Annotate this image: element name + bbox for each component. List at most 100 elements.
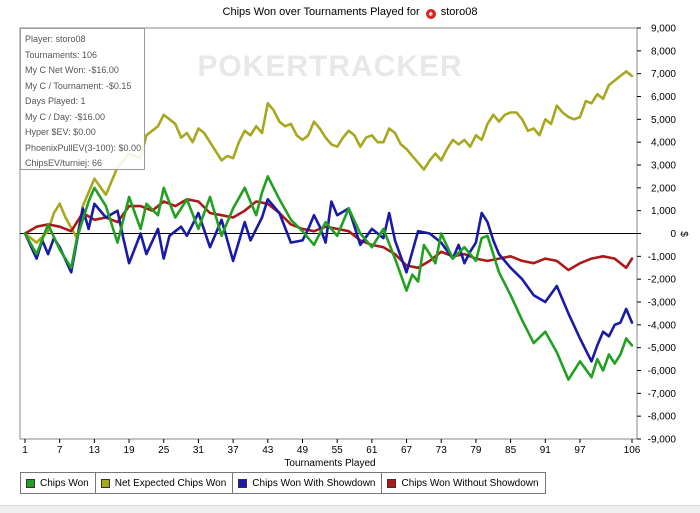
data-point bbox=[544, 301, 546, 303]
data-point bbox=[481, 212, 483, 214]
data-point bbox=[533, 262, 535, 264]
data-point bbox=[197, 200, 199, 203]
y-tick-label: 5,000 bbox=[651, 115, 676, 126]
data-point bbox=[290, 223, 292, 225]
data-point bbox=[140, 228, 142, 230]
data-point bbox=[209, 212, 211, 214]
data-point bbox=[221, 219, 223, 221]
data-point bbox=[261, 216, 263, 219]
data-point bbox=[278, 212, 280, 214]
data-point bbox=[411, 274, 413, 276]
data-point bbox=[602, 98, 604, 100]
data-point bbox=[267, 198, 269, 200]
data-point bbox=[88, 200, 90, 203]
data-point bbox=[359, 244, 361, 246]
legend-swatch bbox=[100, 478, 110, 488]
data-point bbox=[475, 242, 477, 244]
data-point bbox=[336, 235, 338, 237]
y-tick-label: -2,000 bbox=[648, 275, 677, 286]
data-point bbox=[47, 230, 49, 232]
data-point bbox=[128, 205, 130, 207]
data-point bbox=[469, 146, 471, 148]
data-point bbox=[579, 262, 581, 264]
data-point bbox=[510, 267, 512, 269]
data-point bbox=[429, 232, 431, 235]
data-point bbox=[423, 169, 425, 171]
data-point bbox=[255, 214, 257, 216]
y-tick-label: -4,000 bbox=[648, 320, 677, 331]
y-tick-label: 7,000 bbox=[651, 69, 676, 80]
data-point bbox=[590, 376, 593, 378]
data-point bbox=[36, 242, 38, 244]
data-point bbox=[261, 191, 263, 193]
data-point bbox=[93, 187, 95, 189]
data-point bbox=[180, 226, 182, 228]
y-axis-label: $ bbox=[678, 231, 689, 237]
legend-item-with-showdown[interactable]: Chips Won With Showdown bbox=[232, 473, 381, 493]
data-point bbox=[238, 141, 240, 143]
data-point bbox=[105, 216, 107, 219]
data-point bbox=[567, 269, 570, 271]
data-point bbox=[417, 162, 419, 164]
data-point bbox=[36, 258, 38, 260]
data-point bbox=[76, 237, 78, 239]
data-point bbox=[440, 242, 442, 244]
data-point bbox=[180, 137, 182, 139]
legend-item-chips-won[interactable]: Chips Won bbox=[21, 473, 95, 493]
series-line bbox=[23, 198, 634, 363]
data-point bbox=[596, 344, 598, 346]
data-point bbox=[163, 200, 165, 203]
data-point bbox=[486, 260, 489, 262]
data-point bbox=[590, 258, 593, 260]
data-point bbox=[290, 219, 292, 221]
data-point bbox=[313, 214, 315, 216]
player-name: storo08 bbox=[440, 6, 478, 18]
data-point bbox=[93, 203, 95, 205]
data-point bbox=[394, 239, 396, 241]
data-point bbox=[336, 146, 338, 148]
y-tick-label: -8,000 bbox=[648, 412, 677, 423]
data-point bbox=[325, 226, 327, 228]
data-point bbox=[116, 242, 119, 244]
data-point bbox=[498, 258, 500, 260]
data-point bbox=[394, 132, 396, 134]
data-point bbox=[521, 278, 523, 280]
data-point bbox=[82, 205, 84, 207]
x-tick-label: 97 bbox=[574, 445, 586, 456]
data-point bbox=[70, 271, 72, 273]
data-point bbox=[596, 358, 598, 360]
legend-label: Chips Won Without Showdown bbox=[401, 477, 539, 489]
data-point bbox=[510, 255, 512, 257]
data-point bbox=[429, 260, 431, 262]
data-point bbox=[498, 121, 500, 123]
data-point bbox=[313, 121, 315, 123]
data-point bbox=[538, 134, 541, 136]
data-point bbox=[168, 235, 171, 237]
data-point bbox=[301, 239, 304, 241]
data-point bbox=[325, 137, 327, 139]
data-point bbox=[585, 100, 587, 102]
data-point bbox=[82, 207, 84, 209]
legend-label: Chips Won With Showdown bbox=[252, 477, 376, 489]
data-point bbox=[359, 146, 361, 148]
x-tick-label: 49 bbox=[297, 445, 309, 456]
data-point bbox=[515, 111, 518, 114]
data-point bbox=[128, 196, 130, 198]
x-tick-label: 67 bbox=[401, 445, 413, 456]
data-point bbox=[197, 212, 199, 214]
legend-item-without-showdown[interactable]: Chips Won Without Showdown bbox=[381, 473, 544, 493]
y-tick-label: 6,000 bbox=[651, 92, 676, 103]
pokerstars-icon: ♠ bbox=[425, 9, 436, 19]
legend-item-net-expected[interactable]: Net Expected Chips Won bbox=[94, 473, 233, 493]
data-point bbox=[348, 130, 350, 132]
data-point bbox=[296, 134, 298, 136]
data-point bbox=[573, 118, 575, 120]
data-point bbox=[140, 232, 142, 235]
data-point bbox=[209, 246, 211, 248]
data-point bbox=[157, 125, 159, 127]
data-point bbox=[342, 137, 344, 139]
data-point bbox=[244, 130, 246, 132]
x-tick-label: 73 bbox=[436, 445, 448, 456]
data-point bbox=[631, 322, 633, 324]
data-point bbox=[278, 198, 280, 200]
